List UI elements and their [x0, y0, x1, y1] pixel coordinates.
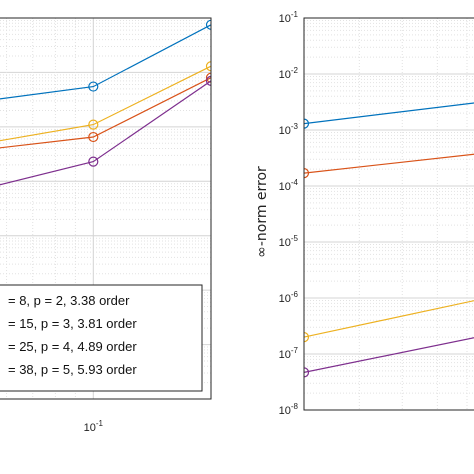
tick-labels: 10-110-810-710-610-510-410-310-210-10.1 — [84, 10, 299, 434]
right-y-tick-label: 10-8 — [279, 402, 299, 417]
right-series-4-line — [304, 337, 474, 373]
right-y-tick-label: 10-7 — [279, 346, 299, 361]
right-series-1-point — [304, 118, 310, 129]
legend-entry: = 25, p = 4, 4.89 order — [8, 339, 137, 354]
right-y-axis-label: ∞-norm error — [254, 166, 270, 258]
left-series-2-line — [0, 77, 211, 149]
left-series-3-point — [205, 61, 211, 72]
left-series-4-point — [88, 156, 99, 167]
right-series-4-point — [304, 367, 310, 378]
left-series-3-line — [0, 65, 211, 142]
legend-entry: = 15, p = 3, 3.81 order — [8, 316, 137, 331]
right-plot-frame — [303, 17, 474, 411]
left-series-1-point — [205, 19, 211, 30]
left-series-1-point — [88, 81, 99, 92]
left-plot-series — [0, 19, 211, 186]
right-series-2-line — [304, 153, 474, 174]
plot-axes — [0, 17, 474, 411]
right-plot-grid — [304, 17, 474, 411]
right-series-3-point — [304, 332, 310, 343]
left-series-4-point — [205, 75, 211, 86]
right-series-1-line — [304, 102, 474, 125]
left-series-2-point — [88, 131, 99, 143]
left-series-3-point — [88, 119, 99, 130]
legend-box — [0, 284, 203, 392]
right-y-tick-label: 10-2 — [279, 66, 299, 81]
right-y-tick-label: 10-5 — [279, 234, 299, 249]
legend: = 8, p = 2, 3.38 order = 15, p = 3, 3.81 … — [0, 284, 203, 392]
right-series-3-line — [304, 300, 474, 338]
right-y-tick-label: 10-3 — [279, 122, 299, 137]
right-y-tick-label: 10-1 — [279, 10, 299, 25]
right-y-tick-label: 10-4 — [279, 178, 299, 193]
left-series-2-point — [205, 72, 211, 83]
left-series-1-line — [0, 24, 211, 100]
left-series-4-line — [0, 80, 211, 186]
right-series-2-point — [304, 167, 310, 179]
right-plot-series — [304, 102, 474, 378]
left-x-tick-label: 10-1 — [84, 419, 104, 434]
legend-entry: = 8, p = 2, 3.38 order — [8, 293, 130, 308]
legend-entry: = 38, p = 5, 5.93 order — [8, 362, 137, 377]
left-plot-frame — [0, 17, 212, 400]
right-y-tick-label: 10-6 — [279, 290, 299, 305]
